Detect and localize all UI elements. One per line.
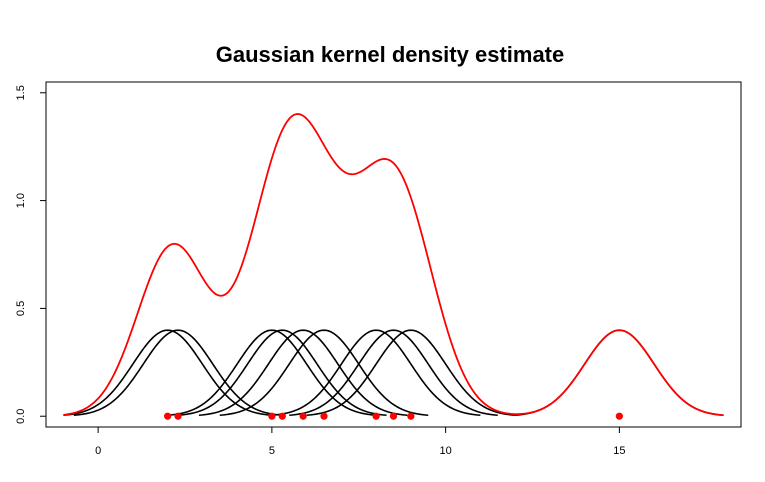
density-curve	[63, 113, 724, 417]
kernel-curve	[219, 329, 429, 417]
data-point	[268, 412, 276, 420]
data-point	[278, 412, 286, 420]
y-tick-label: 0.0	[15, 409, 27, 424]
kernel-curve	[306, 329, 516, 417]
y-tick-label: 1.5	[15, 85, 27, 100]
data-point	[615, 412, 623, 420]
x-tick-label: 10	[440, 445, 452, 457]
data-point	[389, 412, 398, 420]
y-tick-label: 1.0	[15, 193, 27, 208]
data-point	[299, 412, 307, 420]
axes: 0 5 10 15 0.0 0.5 1.0 1.5	[15, 85, 626, 457]
data-point	[407, 412, 415, 420]
chart-title: Gaussian kernel density estimate	[216, 42, 565, 67]
kernel-curve	[271, 329, 481, 417]
data-point	[320, 412, 328, 420]
data-points	[164, 412, 623, 420]
kernel-curve	[73, 329, 283, 417]
x-tick-label: 0	[95, 445, 101, 457]
plot-frame	[45, 81, 742, 428]
kernel-curve	[515, 329, 724, 417]
kernel-curve	[198, 329, 408, 417]
kernel-curve	[289, 329, 498, 417]
x-tick-label: 5	[269, 445, 275, 457]
data-point	[372, 412, 380, 420]
kernel-curve	[63, 329, 272, 417]
data-point	[174, 412, 182, 420]
kernel-curves	[63, 329, 724, 417]
data-point	[164, 412, 172, 420]
x-tick-label: 15	[613, 445, 625, 457]
density-curve-group	[63, 113, 724, 417]
y-tick-label: 0.5	[15, 301, 27, 316]
kernel-curve	[177, 329, 387, 417]
